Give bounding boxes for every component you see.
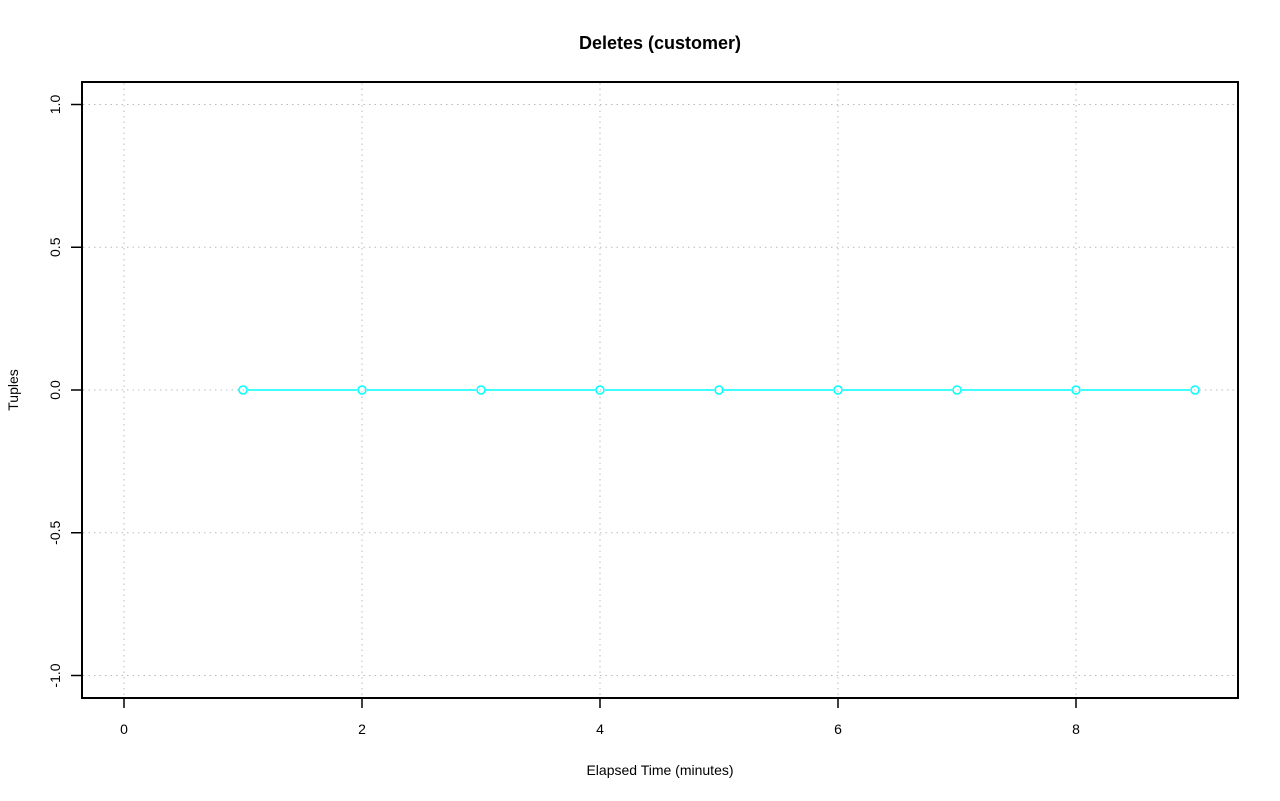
y-tick-label: 1.0 [47, 95, 63, 115]
y-tick-label: -0.5 [47, 520, 63, 544]
grid [83, 83, 1237, 697]
data-point [952, 385, 962, 395]
data-point [357, 385, 367, 395]
x-tick-label: 8 [1072, 721, 1080, 737]
y-tick-label: -1.0 [47, 663, 63, 687]
data-point [595, 385, 605, 395]
data-point [714, 385, 724, 395]
x-axis: 0 2 4 6 8 [120, 698, 1080, 737]
x-tick-label: 6 [834, 721, 842, 737]
y-tick-label: 0.0 [47, 380, 63, 400]
series [238, 385, 1200, 395]
chart-title: Deletes (customer) [579, 33, 741, 53]
data-point [238, 385, 248, 395]
x-tick-label: 2 [358, 721, 366, 737]
y-axis-label: Tuples [5, 369, 21, 411]
y-axis: -1.0 -0.5 0.0 0.5 1.0 [47, 95, 82, 688]
x-tick-label: 0 [120, 721, 128, 737]
y-tick-label: 0.5 [47, 237, 63, 257]
data-point [1071, 385, 1081, 395]
x-tick-label: 4 [596, 721, 604, 737]
data-point [833, 385, 843, 395]
data-point [1190, 385, 1200, 395]
data-point [476, 385, 486, 395]
x-axis-label: Elapsed Time (minutes) [586, 762, 733, 778]
